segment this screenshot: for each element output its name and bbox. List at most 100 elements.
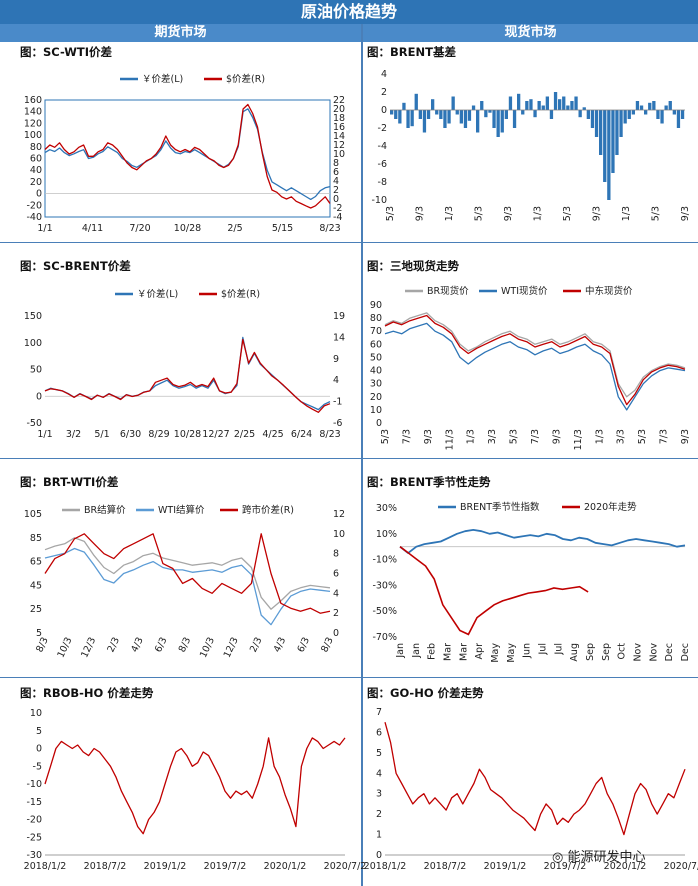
- go-ho-left-tick: 1: [376, 830, 382, 841]
- brt-wti-x-tick: 2/3: [106, 636, 122, 655]
- sc-wti-legend-label: ￥价差(L): [142, 73, 183, 85]
- row-divider-1: [0, 242, 698, 243]
- sc-wti-right-tick: 8: [333, 158, 339, 169]
- brent-seasonal-left-tick: 30%: [376, 503, 397, 514]
- three-spot-left-tick: 90: [370, 300, 382, 311]
- brt-wti-right-tick: 2: [333, 608, 339, 619]
- brt-wti-right-tick: 12: [333, 509, 345, 520]
- brent-basis-bar: [639, 105, 644, 110]
- brent-basis-bar: [488, 110, 492, 113]
- brt-wti-left-tick: 105: [24, 509, 42, 520]
- go-ho-x-tick: 2020/1/2: [604, 861, 647, 872]
- brent-basis-bar: [451, 96, 455, 110]
- brt-wti-x-tick: 10/3: [55, 636, 74, 660]
- go-ho-x-tick: 2019/1/2: [484, 861, 527, 872]
- brent-basis-bar: [459, 110, 463, 124]
- three-spot-left-tick: 10: [370, 405, 382, 416]
- row-divider-2: [0, 458, 698, 459]
- sc-wti-right-tick: -4: [333, 212, 342, 223]
- sc-wti-x-tick: 8/23: [319, 223, 340, 234]
- sc-brent-legend-label: $价差(R): [221, 288, 260, 300]
- sc-brent-left-tick: 150: [24, 311, 42, 322]
- brent-basis-bar: [402, 102, 406, 110]
- three-spot-x-tick: 1/3: [594, 429, 605, 444]
- brent-basis-bar: [607, 110, 611, 200]
- three-spot-x-tick: 7/3: [530, 429, 541, 444]
- three-spot-series-0: [384, 312, 686, 398]
- row-divider-3: [0, 677, 698, 678]
- sc-wti-left-tick: 40: [30, 165, 42, 176]
- brent-basis-bar: [512, 110, 517, 128]
- brent-basis-bar: [574, 96, 578, 110]
- sc-brent-left-tick: 50: [30, 365, 42, 376]
- sc-wti-left-tick: 160: [24, 95, 42, 106]
- brent-seasonal-x-tick: Feb: [427, 643, 438, 660]
- brent-basis-bar: [594, 110, 599, 137]
- sc-wti-left-tick: 0: [36, 189, 42, 200]
- brent-basis-bar: [615, 110, 619, 155]
- rbob-ho-x-tick: 2020/7/2: [324, 861, 367, 872]
- brent-basis-bar: [562, 96, 566, 110]
- brt-wti-legend-label: 跨市价差(R): [242, 504, 294, 516]
- go-ho-left-tick: 2: [376, 809, 382, 820]
- sc-brent-series-usd: [44, 338, 331, 413]
- sc-brent-x-tick: 5/1: [94, 429, 109, 440]
- brent-seasonal-series-index: [399, 529, 686, 554]
- brt-wti-left-tick: 45: [30, 580, 42, 591]
- go-ho-left-tick: 3: [376, 789, 382, 800]
- brent-basis-bar: [672, 110, 676, 115]
- brent-basis-bar: [422, 110, 427, 133]
- brent-basis-bar: [492, 110, 496, 128]
- brent-basis-bar: [652, 101, 656, 110]
- brent-basis-bar: [439, 110, 443, 119]
- sc-brent-x-tick: 1/1: [37, 429, 52, 440]
- sc-wti-plot-frame: [44, 99, 331, 218]
- three-spot-series-1: [384, 322, 686, 411]
- brent-basis-x-tick: 9/3: [592, 206, 603, 221]
- futures-market-header: 期货市场: [0, 24, 361, 42]
- spot-market-header: 现货市场: [363, 24, 698, 42]
- brent-seasonal-left-tick: 10%: [376, 529, 397, 540]
- sc-wti-right-tick: -2: [333, 203, 342, 214]
- brt-wti-x-tick: 8/3: [177, 636, 193, 655]
- brt-wti-x-tick: 4/3: [129, 636, 145, 655]
- sc-brent-right-tick: -1: [333, 397, 342, 408]
- brent-basis-bar: [549, 110, 554, 119]
- rbob-ho-x-tick: 2020/1/2: [264, 861, 307, 872]
- brt-wti-legend-label: WTI结算价: [158, 504, 205, 516]
- brent-basis-bar: [537, 101, 541, 110]
- rbob-ho-x-tick: 2018/1/2: [24, 861, 67, 872]
- brent-basis-bar: [508, 96, 513, 110]
- brent-basis-bar: [553, 92, 558, 110]
- brt-wti-right-tick: 10: [333, 529, 345, 540]
- sc-wti-right-tick: 14: [333, 131, 345, 142]
- go-ho-left-tick: 5: [376, 748, 382, 759]
- sc-brent-x-tick: 10/28: [174, 429, 201, 440]
- watermark-text: 能源研发中心: [567, 850, 646, 865]
- rbob-ho-left-tick: -15: [26, 797, 42, 808]
- rbob-ho-x-tick: 2019/1/2: [144, 861, 187, 872]
- rbob-ho-left-tick: -30: [26, 850, 42, 861]
- brent-basis-bar: [471, 105, 476, 110]
- brt-wti-x-tick: 6/3: [153, 636, 169, 655]
- rbob-ho-left-tick: -10: [26, 779, 42, 790]
- sc-brent-x-tick: 6/30: [120, 429, 141, 440]
- brent-basis-left-tick: -2: [378, 123, 387, 134]
- sc-brent-right-tick: -6: [333, 418, 342, 429]
- chart-title-sc-wti: 图：SC-WTI价差: [20, 45, 113, 59]
- rbob-ho-left-tick: 5: [36, 726, 42, 737]
- brent-seasonal-series-2020: [399, 546, 589, 636]
- brent-seasonal-x-tick: Sep: [585, 643, 596, 661]
- brt-wti-left-tick: 65: [30, 557, 42, 568]
- brent-seasonal-x-tick: Oct: [617, 643, 628, 660]
- brent-basis-bar: [558, 99, 562, 110]
- sc-wti-right-tick: 20: [333, 104, 345, 115]
- go-ho-series: [384, 722, 686, 836]
- three-spot-left-tick: 50: [370, 352, 382, 363]
- three-spot-x-tick: 5/3: [509, 429, 520, 444]
- sc-wti-left-tick: 20: [30, 177, 42, 188]
- sc-brent-legend-label: ￥价差(L): [137, 288, 178, 300]
- brt-wti-left-tick: 5: [36, 628, 42, 639]
- go-ho-left-tick: 7: [376, 707, 382, 718]
